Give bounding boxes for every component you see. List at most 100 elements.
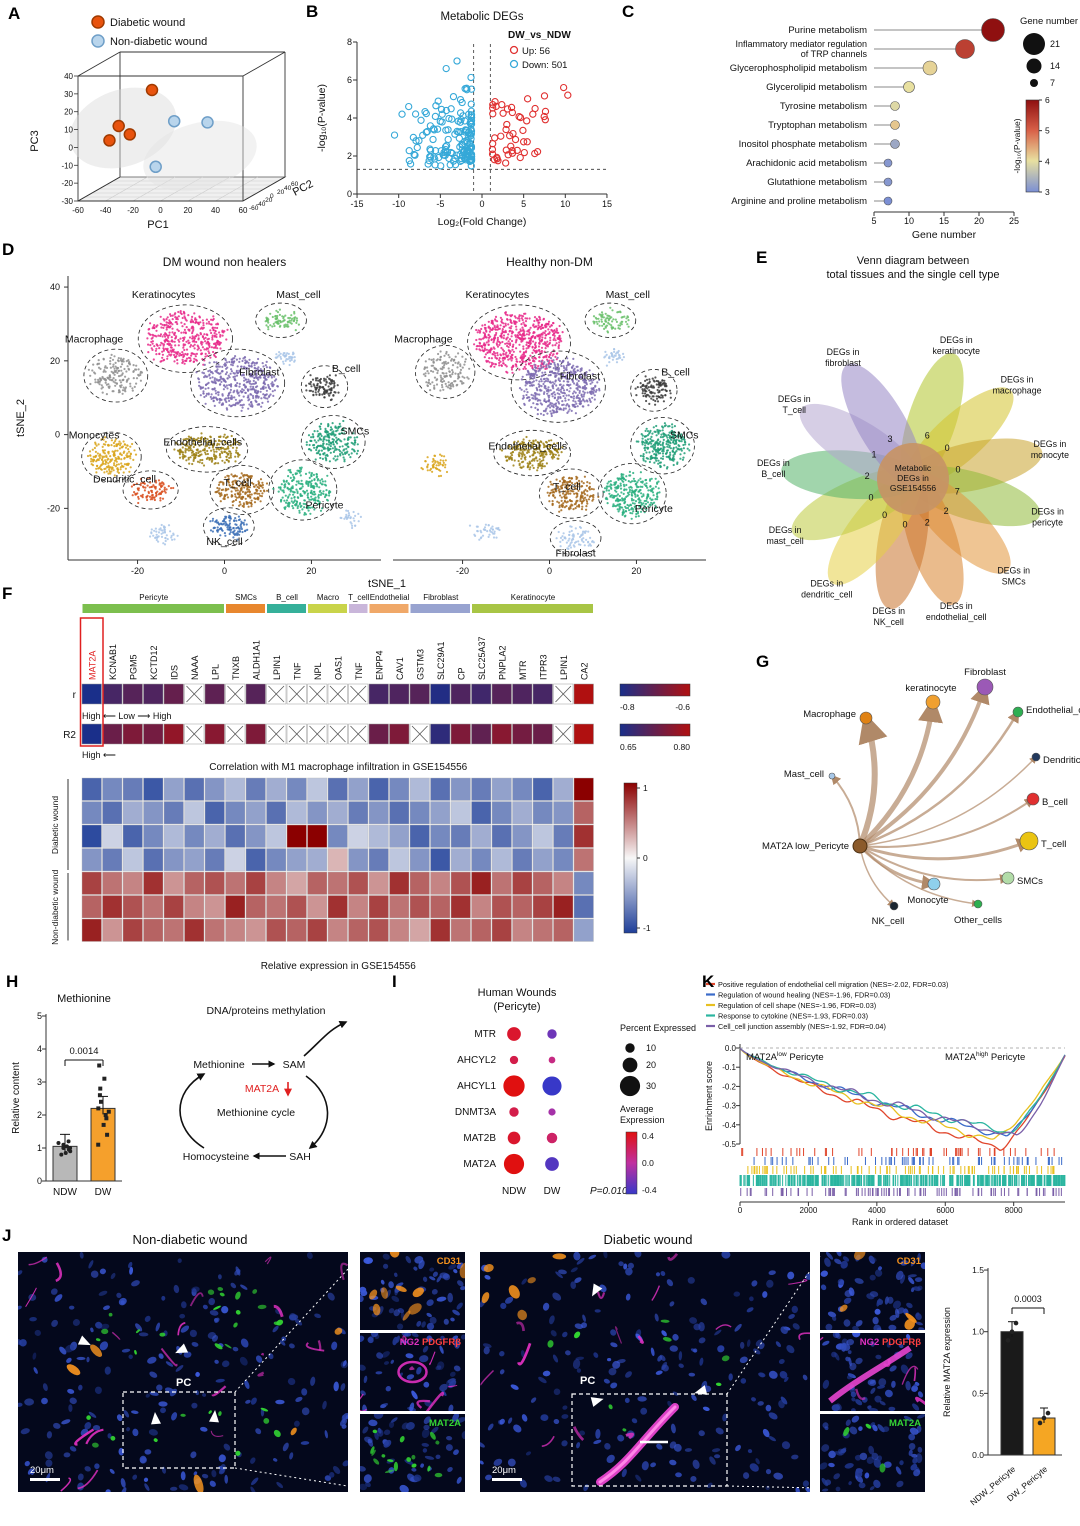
panel-a-pca-3d-el: [242, 51, 286, 77]
cell: [549, 410, 552, 413]
cell: [139, 484, 142, 487]
cell: [179, 310, 182, 313]
cell: [519, 333, 522, 336]
cell: [485, 330, 488, 333]
cell: [238, 442, 241, 445]
cell: [582, 399, 585, 402]
cell: [233, 389, 236, 392]
cell: [220, 398, 223, 401]
cell: [242, 373, 245, 376]
cell: [249, 502, 253, 505]
cell: [252, 385, 255, 388]
cell: [218, 397, 221, 401]
down-gene: [406, 160, 415, 168]
cell: [187, 435, 190, 438]
cell: [330, 442, 333, 445]
cell: [592, 387, 595, 390]
cell: [225, 455, 228, 458]
cell: [523, 312, 526, 315]
cell: [671, 423, 674, 426]
down-gene: [459, 151, 467, 159]
cell: [184, 352, 187, 356]
cell: [557, 457, 560, 460]
cell: [546, 360, 550, 363]
cell: [669, 396, 672, 399]
cell: [324, 427, 327, 430]
cell: [234, 498, 238, 502]
pathway-dot: [883, 177, 893, 187]
cell: [200, 432, 203, 435]
cell: [651, 377, 654, 380]
cell: [537, 462, 540, 466]
cell: [217, 393, 220, 396]
cell: [94, 455, 97, 458]
cell: [496, 354, 499, 357]
cell: [225, 367, 228, 370]
cell: [239, 523, 243, 526]
down-gene: [415, 137, 423, 145]
cell: [494, 363, 497, 366]
cell: [232, 443, 235, 446]
cell: [535, 379, 538, 382]
cell: [240, 409, 243, 412]
cell: [310, 484, 313, 487]
cell: [552, 387, 555, 390]
up-gene: [513, 146, 521, 155]
panel-label-g: G: [756, 652, 770, 671]
cell: [523, 351, 526, 354]
cell: [301, 483, 304, 486]
cell: [506, 355, 509, 358]
cell: [215, 371, 218, 374]
cell: [433, 387, 436, 390]
cell: [223, 450, 227, 453]
cell: [131, 442, 134, 446]
cell: [311, 433, 314, 436]
cell: [600, 311, 604, 314]
cell: [578, 374, 582, 377]
cell: [537, 345, 541, 348]
cell: [535, 374, 539, 377]
cell: [307, 448, 311, 451]
cell: [333, 449, 336, 452]
cell: [532, 324, 535, 327]
cell: [182, 355, 185, 359]
cell: [236, 452, 239, 455]
cell: [531, 377, 535, 380]
cell: [531, 458, 535, 461]
cell: [199, 459, 202, 462]
cell: [214, 396, 217, 399]
cluster-label: Keratinocytes: [466, 289, 530, 301]
cell: [509, 314, 512, 317]
cell: [300, 479, 303, 482]
cell: [661, 388, 665, 391]
cluster-outline: [467, 304, 571, 381]
cell: [526, 391, 529, 394]
cell: [304, 503, 307, 506]
cell: [493, 326, 496, 329]
cell: [502, 350, 506, 353]
cell: [127, 367, 130, 370]
cell: [572, 395, 576, 398]
cell: [247, 394, 250, 397]
cell: [219, 372, 222, 375]
cell: [542, 382, 545, 386]
cell: [142, 485, 145, 488]
cell: [442, 380, 446, 383]
cell: [522, 345, 525, 348]
cell: [499, 324, 502, 327]
cell: [353, 450, 356, 453]
cell: [556, 352, 559, 355]
down-gene: [451, 161, 460, 169]
panel-a-pca-3d-el: [242, 176, 286, 202]
cell: [95, 467, 98, 470]
cell: [240, 526, 243, 529]
panel-c-pathway-dotplot-el: [1023, 33, 1045, 55]
cell: [189, 449, 192, 452]
cell: [266, 373, 269, 376]
pathway-label: Inflammatory mediator regulation: [735, 39, 867, 49]
cell: [177, 344, 180, 347]
cell: [484, 353, 487, 356]
cell: [252, 396, 255, 400]
cell: [323, 495, 327, 499]
